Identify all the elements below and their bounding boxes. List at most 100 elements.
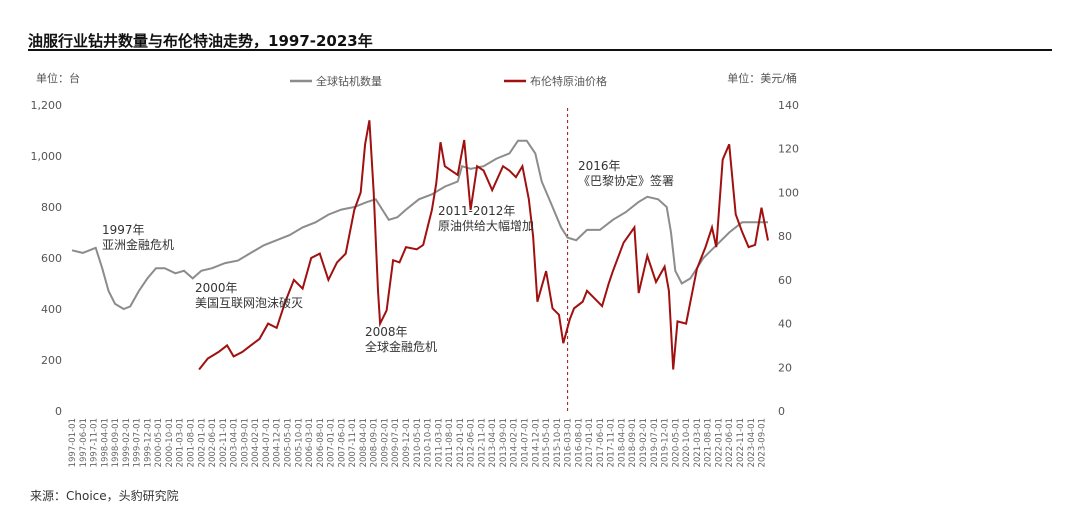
x-tick-label: 2010-05-01 — [413, 418, 423, 467]
x-tick-label: 2016-08-01 — [574, 418, 584, 467]
x-tick-label: 2015-10-01 — [553, 418, 563, 467]
x-tick-label: 2014-12-01 — [531, 418, 541, 467]
x-tick-label: 2007-06-01 — [337, 418, 347, 467]
x-tick-label: 2014-02-01 — [510, 418, 520, 467]
x-tick-label: 2020-05-01 — [671, 418, 681, 467]
x-tick-label: 1999-12-01 — [143, 418, 153, 467]
left-y-tick-label: 200 — [41, 354, 62, 367]
x-tick-label: 2008-04-01 — [359, 418, 369, 467]
right-y-tick-label: 60 — [778, 274, 792, 287]
x-tick-label: 2003-09-01 — [240, 418, 250, 467]
x-tick-label: 2007-01-01 — [327, 418, 337, 467]
left-y-tick-label: 0 — [55, 405, 62, 418]
x-tick-label: 2000-05-01 — [154, 418, 164, 467]
x-tick-label: 2009-12-01 — [402, 418, 412, 467]
right-y-tick-label: 80 — [778, 230, 792, 243]
x-tick-label: 1998-04-01 — [100, 418, 110, 467]
right-y-tick-label: 140 — [778, 99, 799, 112]
left-y-tick-label: 800 — [41, 201, 62, 214]
right-y-tick-label: 100 — [778, 186, 799, 199]
x-tick-label: 2002-06-01 — [208, 418, 218, 467]
x-tick-label: 2005-10-01 — [294, 418, 304, 467]
x-tick-label: 2021-03-01 — [693, 418, 703, 467]
series-line-brent-price — [198, 120, 769, 371]
x-tick-label: 1999-02-01 — [122, 418, 132, 467]
right-y-tick-label: 120 — [778, 143, 799, 156]
chart-annotations: 1997年亚洲金融危机 2000年美国互联网泡沫破灭 2008年全球金融危机 2011… — [102, 159, 674, 354]
x-tick-label: 2004-07-01 — [262, 418, 272, 467]
x-tick-label: 2011-08-01 — [445, 418, 455, 467]
x-tick-label: 2022-01-01 — [714, 418, 724, 467]
right-y-tick-label: 40 — [778, 318, 792, 331]
x-tick-label: 2007-11-01 — [348, 418, 358, 467]
x-tick-label: 1997-11-01 — [90, 418, 100, 467]
x-tick-label: 1997-06-01 — [79, 418, 89, 467]
x-tick-label: 2010-10-01 — [424, 418, 434, 467]
annotation-label: 2000年美国互联网泡沫破灭 — [195, 281, 303, 310]
x-tick-label: 2015-05-01 — [542, 418, 552, 467]
x-tick-label: 2000-10-01 — [165, 418, 175, 467]
x-tick-label: 2017-06-01 — [596, 418, 606, 467]
annotation-label: 2011-2012年原油供给大幅增加 — [438, 204, 534, 233]
x-tick-label: 2012-06-01 — [467, 418, 477, 467]
x-tick-label: 2012-11-01 — [477, 418, 487, 467]
left-y-tick-label: 400 — [41, 303, 62, 316]
x-tick-label: 2016-03-01 — [564, 418, 574, 467]
annotation-label: 2016年《巴黎协定》签署 — [578, 159, 674, 188]
x-tick-label: 2012-01-01 — [456, 418, 466, 467]
legend-brent-label: 布伦特原油价格 — [530, 74, 607, 88]
x-tick-label: 1998-09-01 — [111, 418, 121, 467]
x-tick-label: 2002-11-01 — [219, 418, 229, 467]
x-tick-label: 2009-07-01 — [391, 418, 401, 467]
left-axis-unit: 单位：台 — [36, 71, 80, 85]
x-tick-label: 2018-09-01 — [628, 418, 638, 467]
x-tick-label: 2003-04-01 — [230, 418, 240, 467]
x-tick-label: 2022-11-01 — [736, 418, 746, 467]
x-tick-label: 2005-05-01 — [283, 418, 293, 467]
x-tick-label: 2022-06-01 — [725, 418, 735, 467]
x-tick-label: 2004-12-01 — [273, 418, 283, 467]
x-tick-label: 1999-07-01 — [133, 418, 143, 467]
x-tick-label: 2019-12-01 — [661, 418, 671, 467]
left-y-tick-label: 1,000 — [31, 150, 63, 163]
x-tick-label: 2001-08-01 — [187, 418, 197, 467]
right-y-axis: 0 20 40 60 80 100 120 140 — [778, 99, 799, 418]
x-tick-label: 2001-03-01 — [176, 418, 186, 467]
x-tick-label: 2008-09-01 — [370, 418, 380, 467]
x-tick-label: 2023-04-01 — [747, 418, 757, 467]
x-tick-label: 2018-04-01 — [617, 418, 627, 467]
x-tick-label: 2017-01-01 — [585, 418, 595, 467]
x-tick-label: 2009-02-01 — [380, 418, 390, 467]
x-tick-label: 2013-04-01 — [488, 418, 498, 467]
left-y-axis: 0 200 400 600 800 1,000 1,200 — [31, 99, 63, 418]
x-tick-label: 2013-09-01 — [499, 418, 509, 467]
x-tick-label: 2019-07-01 — [650, 418, 660, 467]
x-tick-label: 2021-08-01 — [704, 418, 714, 467]
title-divider — [28, 49, 1052, 51]
x-tick-label: 2020-10-01 — [682, 418, 692, 467]
page-title: 油服行业钻井数量与布伦特油走势，1997-2023年 — [28, 32, 373, 50]
x-tick-label: 2011-03-01 — [434, 418, 444, 467]
x-tick-label: 2019-02-01 — [639, 418, 649, 467]
left-y-tick-label: 1,200 — [31, 99, 63, 112]
source-note: 来源：Choice，头豹研究院 — [30, 489, 179, 503]
x-tick-label: 1997-01-01 — [68, 418, 78, 467]
x-tick-label: 2002-01-01 — [197, 418, 207, 467]
annotation-label: 1997年亚洲金融危机 — [102, 223, 174, 252]
chart-legend: 全球钻机数量 布伦特原油价格 — [290, 74, 607, 88]
x-tick-label: 2023-09-01 — [758, 418, 768, 467]
right-y-tick-label: 20 — [778, 361, 792, 374]
x-tick-label: 2014-07-01 — [521, 418, 531, 467]
left-y-tick-label: 600 — [41, 252, 62, 265]
x-axis: 1997-01-01 1997-06-01 1997-11-01 1998-04-01… — [68, 418, 768, 467]
x-tick-label: 2004-02-01 — [251, 418, 261, 467]
x-tick-label: 2006-03-01 — [305, 418, 315, 467]
legend-rig-label: 全球钻机数量 — [316, 74, 382, 88]
x-tick-label: 2006-08-01 — [316, 418, 326, 467]
series-line-rig-count — [71, 139, 768, 311]
right-y-tick-label: 0 — [778, 405, 785, 418]
right-axis-unit: 单位：美元/桶 — [727, 71, 797, 85]
annotation-label: 2008年全球金融危机 — [365, 325, 437, 354]
x-tick-label: 2017-11-01 — [607, 418, 617, 467]
